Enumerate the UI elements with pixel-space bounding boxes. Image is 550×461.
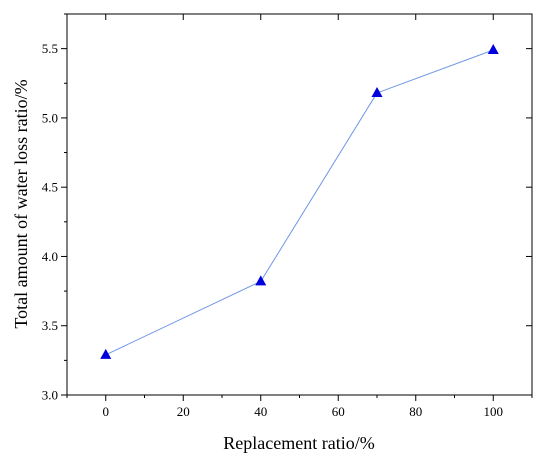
data-point-marker: [255, 275, 267, 286]
x-axis-title: Replacement ratio/%: [223, 433, 374, 453]
plot-frame: [66, 13, 533, 396]
x-tick-label: 80: [409, 404, 422, 419]
x-tick-label: 0: [103, 404, 110, 419]
data-point-marker: [100, 348, 112, 359]
x-tick-label: 40: [254, 404, 267, 419]
series-layer: [100, 44, 499, 359]
y-tick-label: 5.5: [42, 41, 58, 56]
x-tick-label: 60: [332, 404, 345, 419]
x-axis: 0 20 40 60 80 100: [66, 14, 533, 419]
y-tick-label: 4.0: [42, 249, 58, 264]
y-tick-label: 5.0: [42, 110, 58, 125]
y-axis: 3.0 3.5 4.0 4.5 5.0 5.5: [42, 13, 532, 403]
y-tick-label: 4.5: [42, 180, 58, 195]
series-line: [105, 49, 494, 356]
y-tick-label: 3.5: [42, 318, 58, 333]
data-point-marker: [371, 86, 383, 97]
x-tick-label: 20: [177, 404, 190, 419]
x-tick-label: 100: [484, 404, 504, 419]
data-point-marker: [487, 44, 499, 55]
y-axis-title: Total amount of water loss ratio/%: [11, 79, 31, 328]
y-tick-label: 3.0: [42, 388, 58, 403]
